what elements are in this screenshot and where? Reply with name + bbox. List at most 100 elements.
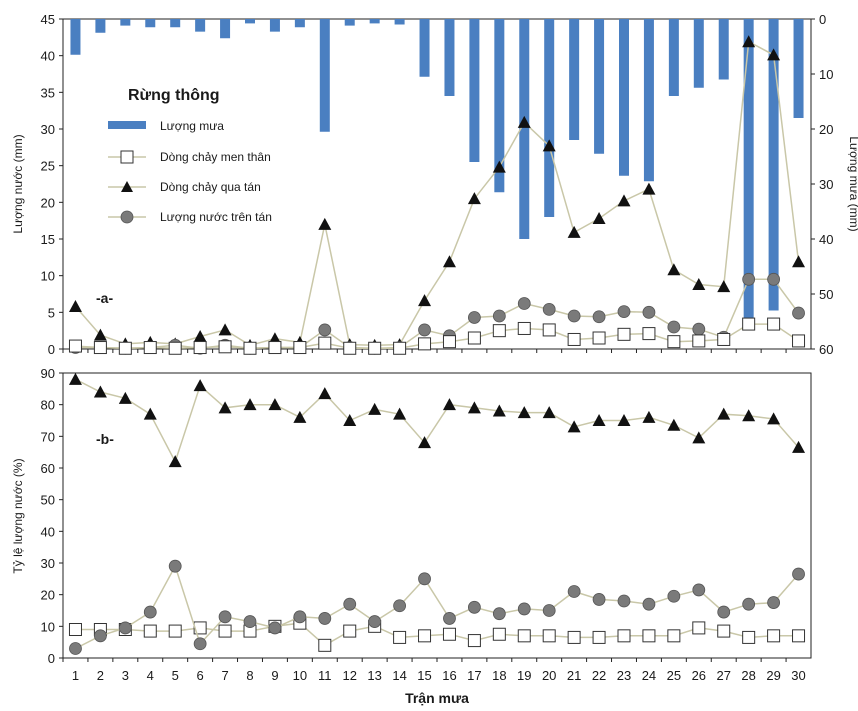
rain-bar-18 xyxy=(494,19,505,193)
b-interception-point-25 xyxy=(667,589,681,603)
b-throughfall-point-17 xyxy=(467,401,481,414)
x-tick-label-12: 12 xyxy=(342,668,356,683)
b-stemflow-point-25 xyxy=(667,629,681,643)
rain-bar-22 xyxy=(594,19,605,154)
b-stemflow-point-1 xyxy=(68,623,82,636)
b-interception-point-6 xyxy=(193,637,207,651)
legend-stemflow-label: Dòng chảy men thân xyxy=(160,150,271,164)
a-interception-point-20 xyxy=(542,302,556,316)
rain-bar-28 xyxy=(743,19,754,322)
rain-bar-3 xyxy=(120,19,131,26)
a-throughfall-point-7 xyxy=(218,323,232,336)
b-throughfall-point-13 xyxy=(368,402,382,415)
a-stemflow-point-7 xyxy=(218,340,232,354)
b-stemflow-point-15 xyxy=(418,629,432,643)
b-interception-point-24 xyxy=(642,597,656,611)
a-interception-point-22 xyxy=(592,310,606,324)
a-right-tick-label-60: 60 xyxy=(819,342,833,357)
rain-bar-25 xyxy=(668,19,679,96)
b-interception-point-18 xyxy=(492,607,506,621)
a-stemflow-point-6 xyxy=(193,341,207,355)
a-stemflow-point-24 xyxy=(642,327,656,341)
a-stemflow-point-30 xyxy=(792,334,806,348)
b-throughfall-point-4 xyxy=(143,407,157,420)
rain-bar-20 xyxy=(544,19,555,217)
a-interception-point-15 xyxy=(418,323,431,337)
b-interception-point-20 xyxy=(542,604,556,617)
b-stemflow-point-30 xyxy=(792,629,806,643)
a-stemflow-point-22 xyxy=(592,331,606,345)
b-throughfall-point-20 xyxy=(542,406,556,419)
b-stemflow-point-27 xyxy=(717,624,731,638)
b-tick-label-10: 10 xyxy=(41,619,55,634)
x-tick-label-21: 21 xyxy=(567,668,581,683)
b-interception-point-2 xyxy=(94,629,107,643)
a-interception-point-26 xyxy=(692,322,706,336)
a-throughfall-point-19 xyxy=(517,115,531,128)
b-interception-point-23 xyxy=(617,594,631,608)
x-tick-label-13: 13 xyxy=(367,668,381,683)
rain-bar-29 xyxy=(768,19,779,311)
b-stemflow-point-17 xyxy=(467,634,481,648)
b-interception-point-14 xyxy=(393,599,407,613)
b-interception-point-4 xyxy=(143,605,157,619)
rain-bar-7 xyxy=(220,19,231,39)
a-interception-point-21 xyxy=(567,309,581,323)
a-throughfall-point-17 xyxy=(467,192,481,205)
rain-bar-13 xyxy=(369,19,380,24)
rain-bar-27 xyxy=(718,19,729,80)
b-tick-label-60: 60 xyxy=(41,461,55,476)
b-interception-point-3 xyxy=(118,621,132,635)
a-stemflow-point-5 xyxy=(168,341,182,355)
legend-rain-label: Lượng mưa xyxy=(160,119,224,133)
a-throughfall-point-30 xyxy=(792,255,806,268)
a-left-tick-label-25: 25 xyxy=(41,159,55,174)
b-stemflow-point-7 xyxy=(218,624,232,638)
a-left-tick-label-20: 20 xyxy=(41,195,55,210)
a-throughfall-point-24 xyxy=(642,182,656,195)
b-interception-point-30 xyxy=(792,567,805,581)
a-left-tick-label-30: 30 xyxy=(41,122,55,137)
b-throughfall-point-10 xyxy=(293,410,307,423)
x-tick-label-20: 20 xyxy=(542,668,556,683)
a-right-tick-label-10: 10 xyxy=(819,67,833,82)
a-throughfall-point-26 xyxy=(692,277,706,290)
legend-interception-label: Lượng nước trên tán xyxy=(160,210,272,224)
a-throughfall-point-25 xyxy=(667,263,681,276)
b-interception-point-1 xyxy=(69,642,82,655)
b-tick-label-40: 40 xyxy=(41,524,55,539)
panel-a-lines xyxy=(68,35,806,355)
a-throughfall-point-16 xyxy=(442,255,456,268)
a-right-tick-label-0: 0 xyxy=(819,12,826,27)
b-interception-point-9 xyxy=(268,621,282,635)
b-stemflow-point-20 xyxy=(542,629,556,643)
a-right-tick-label-50: 50 xyxy=(819,287,833,302)
a-stemflow-point-20 xyxy=(542,323,556,337)
a-throughfall-point-6 xyxy=(193,330,207,343)
legend-title: Rừng thông xyxy=(128,87,220,104)
a-left-tick-label-40: 40 xyxy=(41,49,55,64)
a-interception-point-28 xyxy=(742,272,756,286)
rain-bar-17 xyxy=(469,19,480,162)
x-tick-label-9: 9 xyxy=(271,668,278,683)
y-axis-label-right-a: Lượng mưa (mm) xyxy=(847,136,858,231)
a-left-tick-label-10: 10 xyxy=(41,269,55,284)
b-interception-point-12 xyxy=(343,597,357,611)
legend-interception-marker xyxy=(120,210,134,224)
legend-throughfall-marker xyxy=(121,181,133,192)
a-throughfall-point-28 xyxy=(742,35,756,48)
a-stemflow-point-21 xyxy=(567,332,581,346)
a-throughfall-point-21 xyxy=(567,225,581,238)
rain-bar-9 xyxy=(269,19,280,32)
a-stemflow-point-10 xyxy=(293,341,307,355)
x-tick-label-23: 23 xyxy=(617,668,631,683)
rain-bar-14 xyxy=(394,19,405,25)
b-stemflow-point-5 xyxy=(168,624,182,638)
b-interception-point-10 xyxy=(293,610,307,624)
b-stemflow-point-6 xyxy=(193,621,207,635)
b-tick-label-30: 30 xyxy=(41,556,55,571)
rain-bar-19 xyxy=(519,19,530,239)
rain-bar-16 xyxy=(444,19,455,96)
b-throughfall-point-30 xyxy=(792,440,806,453)
